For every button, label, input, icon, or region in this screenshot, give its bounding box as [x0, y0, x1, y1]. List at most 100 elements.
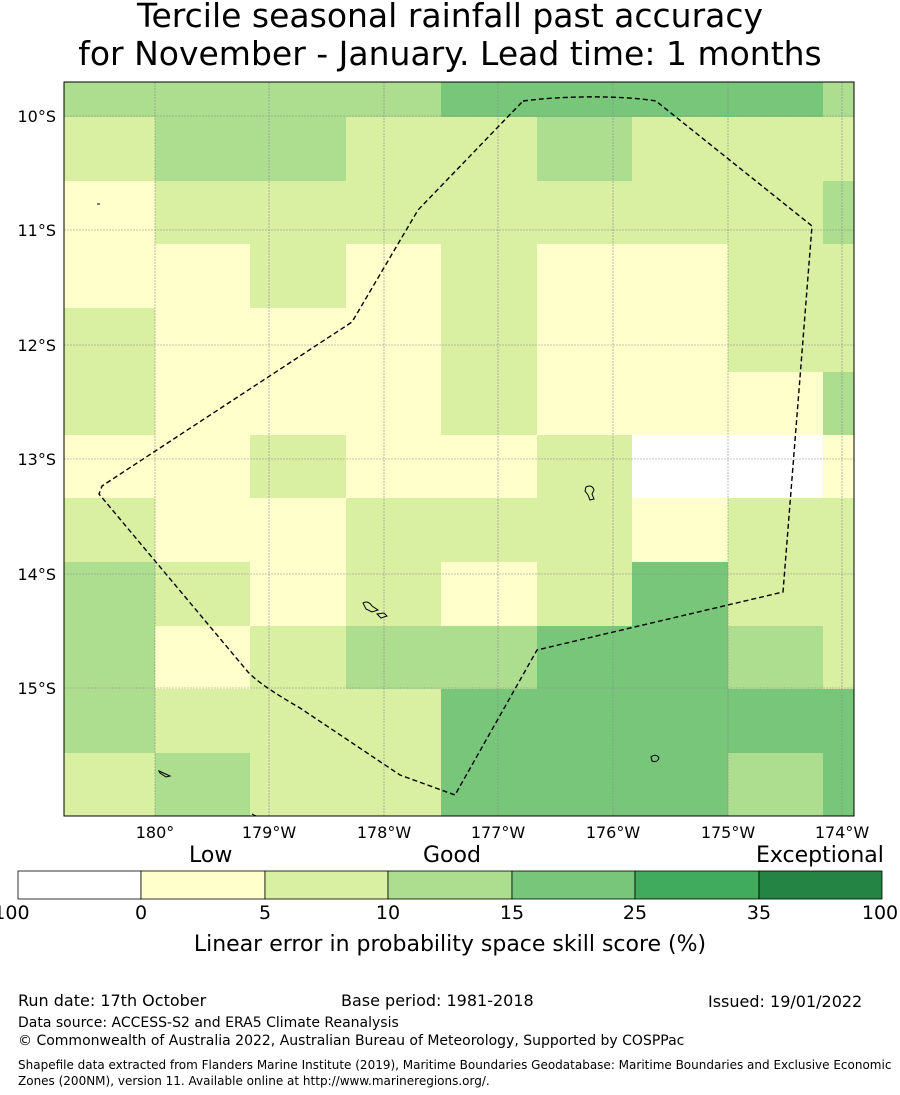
grid-cell	[728, 372, 823, 435]
grid-cell	[250, 435, 346, 498]
island-outline	[584, 485, 595, 501]
grid-cell	[155, 308, 250, 372]
grid-cell	[346, 372, 441, 435]
grid-cell	[250, 244, 346, 308]
longitude-label: 177°W	[471, 823, 526, 842]
colorbar-segment	[17, 870, 142, 900]
grid-cell	[823, 244, 854, 308]
colorbar-tick: -100	[0, 902, 30, 924]
island-outline	[362, 601, 380, 613]
legend-category-good: Good	[423, 843, 481, 868]
grid-cell	[155, 244, 250, 308]
legend-category-low: Low	[189, 843, 233, 868]
grid-cell	[346, 753, 441, 816]
legend-category-exceptional: Exceptional	[756, 843, 884, 868]
longitude-label: 178°W	[357, 823, 412, 842]
grid-cell	[250, 689, 346, 753]
grid-cell	[346, 82, 441, 117]
colorbar-label: Linear error in probability space skill …	[193, 932, 707, 957]
grid-cell	[537, 117, 632, 181]
grid-cell	[632, 626, 728, 689]
grid-cell	[155, 498, 250, 562]
base-period: Base period: 1981-2018	[341, 991, 534, 1010]
grid-cell	[155, 689, 250, 753]
map-gridlines	[64, 82, 854, 816]
latitude-label: 13°S	[17, 450, 56, 469]
grid-cell	[728, 689, 823, 753]
copyright: © Commonwealth of Australia 2022, Austra…	[18, 1033, 685, 1049]
colorbar-tick: 100	[861, 902, 899, 924]
grid-cell	[155, 372, 250, 435]
grid-cell	[155, 435, 250, 498]
grid-cell	[155, 626, 250, 689]
latitude-label: 10°S	[17, 107, 56, 126]
grid-cell	[250, 117, 346, 181]
colorbar	[17, 870, 883, 900]
grid-cell	[537, 308, 632, 372]
grid-cell	[441, 435, 537, 498]
grid-cell	[250, 498, 346, 562]
grid-cell	[64, 689, 155, 753]
grid-cell	[728, 753, 823, 816]
skill-grid	[64, 82, 854, 816]
colorbar-segment	[758, 870, 883, 900]
grid-cell	[346, 626, 441, 689]
grid-cell	[441, 181, 537, 244]
longitude-label: 180°	[136, 823, 175, 842]
grid-cell	[346, 308, 441, 372]
grid-cell	[632, 244, 728, 308]
longitude-label: 175°W	[701, 823, 756, 842]
grid-cell	[250, 308, 346, 372]
grid-cell	[250, 181, 346, 244]
longitude-label: 179°W	[242, 823, 297, 842]
island-outline	[375, 612, 388, 619]
longitude-labels: 180° 179°W 178°W 177°W 176°W 175°W 174°W	[136, 823, 870, 842]
grid-cell	[441, 308, 537, 372]
colorbar-tick: 15	[499, 902, 525, 924]
grid-cell	[441, 562, 537, 626]
colorbar-tick: 0	[134, 902, 148, 924]
chart-title-line-2: for November - January. Lead time: 1 mon…	[78, 34, 822, 73]
grid-cell	[632, 562, 728, 626]
grid-cell	[250, 562, 346, 626]
grid-cell	[823, 689, 854, 753]
grid-cell	[537, 498, 632, 562]
shapefile-credit: Shapefile data extracted from Flanders M…	[18, 1058, 892, 1088]
grid-cell	[155, 753, 250, 816]
grid-cell	[823, 181, 854, 244]
grid-cell	[823, 308, 854, 372]
grid-cell	[64, 117, 155, 181]
grid-cell	[441, 689, 537, 753]
eez-boundary	[98, 96, 813, 796]
latitude-label: 14°S	[17, 565, 56, 584]
grid-cell	[728, 435, 823, 498]
grid-cell	[64, 244, 155, 308]
latitude-label: 12°S	[17, 336, 56, 355]
grid-cell	[823, 498, 854, 562]
grid-cell	[346, 244, 441, 308]
grid-cell	[64, 308, 155, 372]
grid-cell	[632, 753, 728, 816]
chart-title-line-1: Tercile seasonal rainfall past accuracy	[136, 0, 764, 35]
grid-cell	[155, 82, 250, 117]
grid-cell	[155, 117, 250, 181]
grid-cell	[537, 689, 632, 753]
grid-cell	[441, 372, 537, 435]
grid-cell	[537, 626, 632, 689]
grid-cell	[346, 435, 441, 498]
skill-map: 10°S11°S12°S13°S14°S15°S 180° 179°W 178°W 1…	[17, 81, 883, 900]
grid-cell	[823, 372, 854, 435]
grid-cell	[632, 308, 728, 372]
grid-cell	[537, 435, 632, 498]
grid-cell	[632, 435, 728, 498]
grid-cell	[632, 689, 728, 753]
run-date: Run date: 17th October	[18, 991, 207, 1010]
grid-cell	[250, 626, 346, 689]
grid-cell	[441, 498, 537, 562]
grid-cell	[155, 181, 250, 244]
grid-cell	[728, 626, 823, 689]
longitude-label: 176°W	[586, 823, 641, 842]
colorbar-segment	[264, 870, 389, 900]
grid-cell	[441, 753, 537, 816]
data-source: Data source: ACCESS-S2 and ERA5 Climate …	[18, 1015, 399, 1031]
